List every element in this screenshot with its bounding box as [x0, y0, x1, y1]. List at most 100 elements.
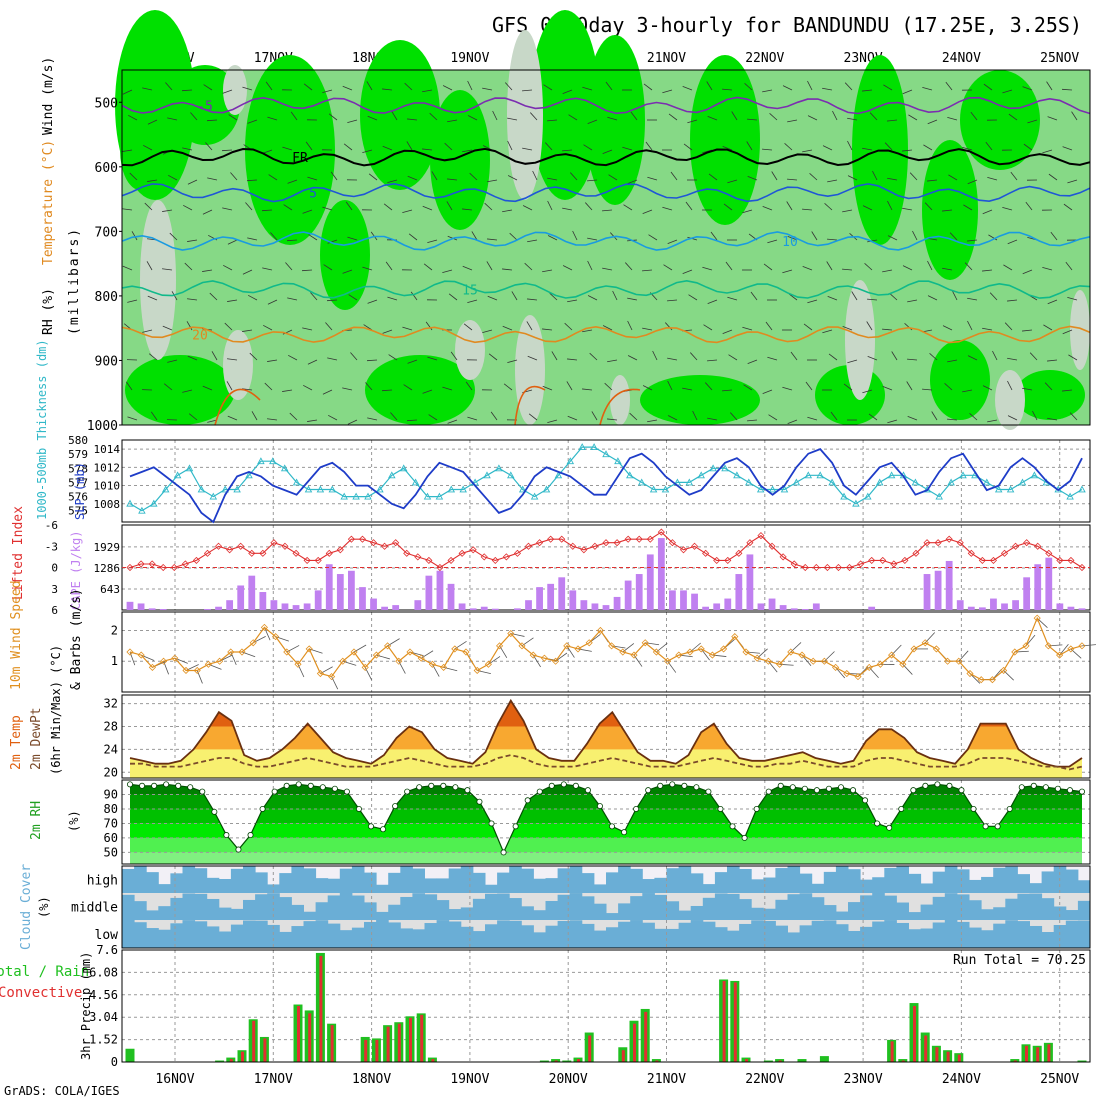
thickness-point	[542, 485, 551, 493]
temp-contour	[121, 325, 1091, 344]
wind-barb	[882, 328, 893, 331]
cloud-bar	[279, 873, 292, 893]
wind-barb	[912, 230, 918, 241]
wind-barb	[1007, 357, 1018, 361]
wind-point	[910, 645, 918, 653]
wind-barb	[463, 323, 473, 331]
cape-bar	[514, 608, 521, 610]
lifted-point	[746, 539, 754, 547]
wind-barb	[782, 85, 793, 91]
wind-barb	[662, 89, 673, 94]
wind-barb	[847, 140, 853, 151]
wind-point	[171, 654, 179, 662]
cloud-bar	[339, 893, 353, 920]
rh-point	[693, 784, 700, 791]
wind-barb	[702, 149, 713, 154]
wind-point	[585, 639, 593, 647]
cloud-bar	[243, 920, 256, 948]
cape-bar	[1012, 600, 1019, 610]
thickness-point	[602, 450, 610, 458]
thickness-point	[578, 443, 586, 451]
cloud-bar	[739, 869, 752, 893]
cloud-bar	[1065, 910, 1079, 920]
wind-barb	[967, 297, 978, 301]
cloud-bar	[315, 920, 329, 948]
wind-barb	[302, 384, 313, 391]
slp-left-label: 1000-500mb Thickness (dm)	[35, 339, 49, 520]
wind-barb	[582, 329, 593, 333]
wind-barb	[507, 117, 518, 121]
y-tick-label-left: 6	[51, 604, 58, 617]
y-tick-label-left: 578	[68, 462, 88, 475]
cloud-bar	[1017, 893, 1030, 920]
wind-barb	[948, 174, 958, 181]
cloud-bar	[618, 866, 631, 893]
wind-point	[832, 663, 840, 671]
lifted-point	[203, 549, 212, 557]
thickness-point	[292, 478, 301, 486]
thickness-point	[721, 464, 729, 472]
thickness-point	[566, 457, 575, 465]
wind-barb	[502, 209, 513, 213]
precip-conv-bar	[935, 1047, 939, 1062]
cape-bar	[923, 574, 931, 610]
wind-barb	[802, 149, 813, 153]
wind-barb	[184, 262, 193, 271]
cloud-label-b: (%)	[37, 896, 51, 918]
cape-bar	[1023, 577, 1031, 610]
cloud-bar	[509, 866, 522, 893]
wind-barb	[1042, 149, 1053, 154]
wind-barb	[122, 149, 133, 152]
wind-point	[753, 654, 761, 662]
thickness-point	[614, 457, 622, 465]
cloud-bar	[303, 911, 317, 920]
y-tick-label: 6.08	[89, 965, 118, 979]
wind-barb	[1047, 116, 1058, 121]
wind-barb	[287, 297, 298, 301]
wind-point	[440, 663, 448, 671]
rh2m-label-b: (%)	[67, 810, 81, 832]
wind-barb	[486, 261, 493, 271]
wind-barb	[467, 416, 478, 421]
wind-barb	[608, 174, 618, 181]
wind-barb	[828, 353, 838, 361]
wind-barb	[807, 115, 818, 121]
wind-barb	[824, 203, 833, 211]
precip-conv-bar	[420, 1014, 424, 1062]
wind-barb	[402, 326, 413, 331]
wind-barb	[187, 298, 198, 301]
wind-point	[787, 648, 795, 656]
lifted-point	[137, 560, 145, 568]
wind-barb	[363, 324, 373, 331]
wind-barb	[1029, 352, 1038, 361]
cloud-bar	[1005, 898, 1018, 920]
thickness-point	[126, 499, 134, 507]
wind-barb	[842, 268, 853, 271]
wind-barb	[147, 119, 158, 125]
thickness-point	[1078, 485, 1086, 493]
wind-point	[294, 660, 302, 668]
cloud-bar	[896, 866, 909, 893]
precip-total-bar	[125, 1048, 135, 1062]
cloud-bar	[472, 898, 486, 920]
wind-barb	[811, 231, 818, 241]
wind-barb	[587, 295, 598, 301]
thickness-point	[935, 492, 943, 500]
wind-barb	[602, 267, 613, 271]
cape-bar	[768, 598, 776, 610]
wind-barb	[944, 383, 953, 391]
wind-barb	[467, 115, 478, 121]
cape-label: CAPE (J/kg)	[69, 531, 83, 610]
wind-point	[518, 642, 526, 650]
wind-barb	[211, 351, 218, 361]
wind-barb	[727, 296, 738, 301]
cape-bar	[702, 606, 710, 610]
wind-barb	[988, 234, 998, 241]
cloud-bar	[654, 928, 667, 948]
wind-barb	[350, 352, 358, 361]
cloud-bar	[194, 868, 208, 893]
cloud-bar	[376, 911, 389, 920]
lifted-point	[923, 539, 931, 547]
precip-conv-bar	[252, 1020, 256, 1062]
